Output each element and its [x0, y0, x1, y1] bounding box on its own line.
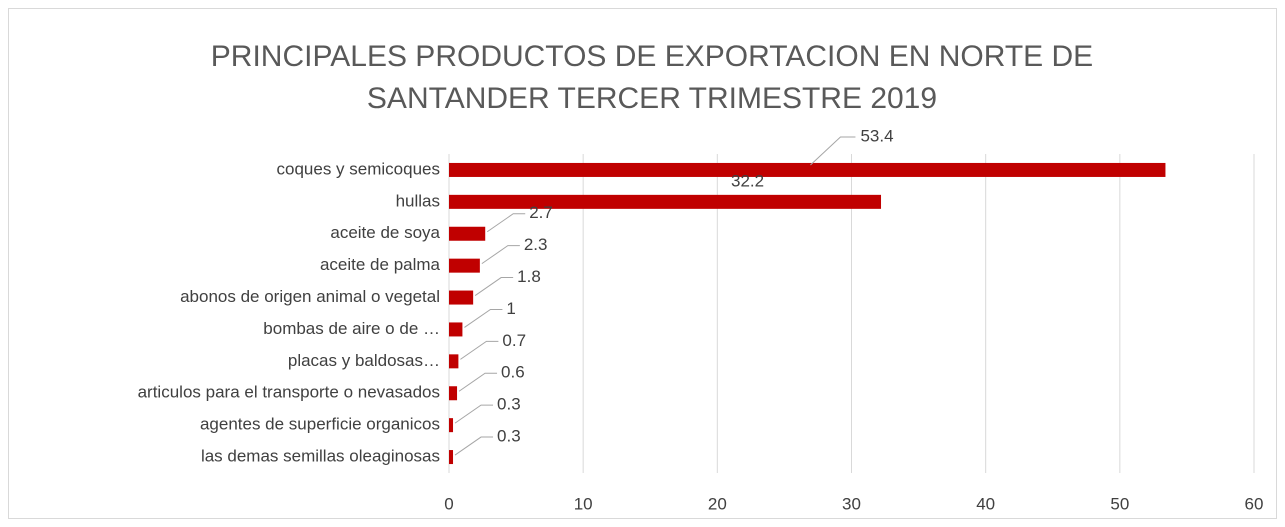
- bar: [449, 290, 474, 305]
- data-label: 32.2: [731, 171, 764, 190]
- y-tick-label: aceite de palma: [320, 255, 441, 274]
- y-tick-label: placas y baldosas…: [288, 351, 440, 370]
- leader-line: [464, 308, 503, 328]
- x-tick-label: 40: [976, 494, 995, 513]
- leader-line: [810, 136, 856, 166]
- bar: [449, 354, 459, 369]
- data-label: 0.6: [501, 363, 525, 382]
- bar: [449, 194, 882, 209]
- y-tick-label: las demas semillas oleaginosas: [201, 447, 440, 466]
- data-label: 2.7: [529, 203, 553, 222]
- leader-line: [454, 436, 494, 456]
- data-label: 1.8: [517, 267, 541, 286]
- bar: [449, 450, 454, 465]
- y-tick-label: articulos para el transporte o nevasados: [138, 383, 440, 402]
- bar: [449, 386, 458, 401]
- chart-title: PRINCIPALES PRODUCTOS DE EXPORTACION EN …: [210, 40, 1094, 115]
- leader-line: [486, 213, 526, 233]
- chart-border: [8, 8, 1277, 519]
- y-tick-label: abonos de origen animal o vegetal: [180, 287, 440, 306]
- bar: [449, 322, 463, 337]
- x-tick-label: 50: [1110, 494, 1129, 513]
- leader-line: [454, 404, 494, 424]
- x-tick-label: 20: [708, 494, 727, 513]
- y-tick-label: coques y semicoques: [277, 159, 440, 178]
- y-tick-label: bombas de aire o de …: [263, 319, 440, 338]
- x-tick-label: 0: [444, 494, 453, 513]
- x-tick-label: 60: [1245, 494, 1264, 513]
- x-tick-label: 10: [574, 494, 593, 513]
- y-tick-label: aceite de soya: [330, 223, 440, 242]
- x-tick-label: 30: [842, 494, 861, 513]
- bar: [449, 162, 1166, 177]
- y-tick-label: agentes de superficie organicos: [200, 415, 440, 434]
- data-label: 0.3: [497, 395, 521, 414]
- data-label: 2.3: [524, 235, 548, 254]
- data-label: 1: [506, 299, 515, 318]
- leader-line: [474, 277, 514, 296]
- bar: [449, 418, 454, 433]
- bar: [449, 258, 480, 273]
- leader-line: [481, 245, 520, 265]
- y-tick-label: hullas: [396, 191, 440, 210]
- data-label: 53.4: [860, 126, 893, 145]
- leader-line: [458, 372, 498, 392]
- bar: [449, 226, 486, 241]
- leader-line: [460, 340, 499, 360]
- data-label: 0.3: [497, 427, 521, 446]
- data-label: 0.7: [502, 331, 526, 350]
